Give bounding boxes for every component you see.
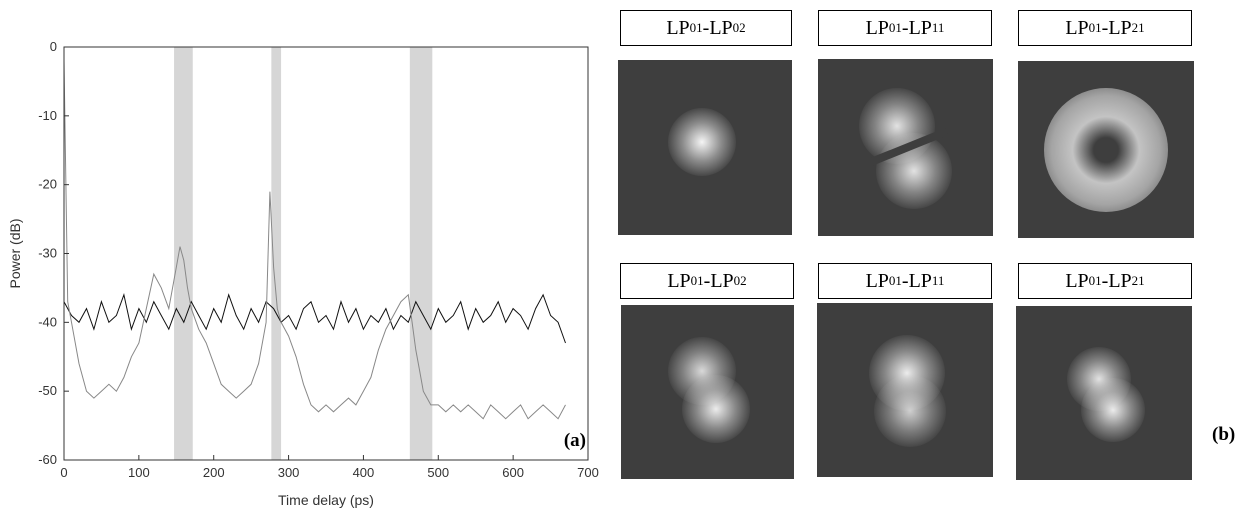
highlight-band-3: [409, 47, 433, 460]
mode-subscript: 02: [732, 20, 746, 35]
mode-text: LP: [667, 269, 691, 292]
mode-text: LP: [1065, 16, 1089, 39]
x-tick-label: 300: [278, 465, 300, 480]
mode-subscript: 01: [1088, 273, 1102, 288]
mode-subscript: 01: [690, 273, 704, 288]
y-tick-label: -20: [38, 177, 57, 192]
series-line-1: [63, 293, 566, 344]
y-tick-label: -50: [38, 383, 57, 398]
mode-subscript: 02: [733, 273, 747, 288]
mode-text: -LP: [901, 269, 932, 292]
x-tick-label: 600: [502, 465, 524, 480]
mode-intensity-image-bottom-lp02: [621, 305, 794, 479]
panel-b-label: (b): [1212, 424, 1236, 445]
y-tick-label: -30: [38, 246, 57, 261]
mode-spot: [667, 108, 736, 177]
axis-ticks: 0 100 200 300 400 500 600 700 0 -10 -20 -30 -40 -50 -6…: [38, 39, 599, 480]
mode-text: LP: [865, 269, 889, 292]
x-tick-label: 0: [60, 465, 67, 480]
mode-text: LP: [666, 16, 690, 39]
plot-frame: [63, 46, 589, 461]
mode-subscript: 21: [1131, 20, 1145, 35]
mode-text: -LP: [1101, 16, 1132, 39]
mode-label-top-lp02: LP 01 -LP 02: [620, 10, 792, 46]
mode-subscript: 01: [1088, 20, 1102, 35]
mode-subscript: 11: [931, 273, 945, 288]
y-tick-label: -10: [38, 108, 57, 123]
mode-subscript: 01: [888, 273, 902, 288]
mode-intensity-image-top-lp02: [618, 60, 792, 235]
mode-lobe: [874, 374, 947, 447]
x-tick-label: 100: [128, 465, 150, 480]
mode-intensity-image-bottom-lp21: [1016, 306, 1192, 480]
mode-lobe: [1080, 378, 1145, 443]
mode-text: -LP: [1101, 269, 1132, 292]
highlight-band-2: [271, 47, 282, 460]
mode-label-bottom-lp21: LP 01 -LP 21: [1018, 263, 1192, 299]
mode-text: LP: [865, 16, 889, 39]
y-tick-label: -40: [38, 314, 57, 329]
series-line-2: [63, 60, 566, 420]
mode-label-top-lp11: LP 01 -LP 11: [818, 10, 992, 46]
mode-subscript: 11: [931, 20, 945, 35]
x-tick-label: 700: [577, 465, 599, 480]
series-layer: [63, 60, 566, 420]
mode-subscript: 21: [1131, 273, 1145, 288]
mode-intensity-image-top-lp11: [818, 59, 993, 236]
mode-intensity-image-bottom-lp11: [817, 303, 993, 477]
highlight-bands: [174, 47, 433, 460]
highlight-band-1: [174, 47, 193, 460]
mode-text: -LP: [702, 16, 733, 39]
power-vs-delay-chart: 0 100 200 300 400 500 600 700 0 -10 -20 -30 -40 -50 -6…: [7, 39, 599, 508]
mode-ring: [1044, 87, 1168, 212]
mode-label-bottom-lp11: LP 01 -LP 11: [818, 263, 992, 299]
x-tick-label: 500: [427, 465, 449, 480]
x-tick-label: 400: [353, 465, 375, 480]
panel-a-label: (a): [564, 430, 586, 451]
mode-subscript: 01: [888, 20, 902, 35]
x-axis-label: Time delay (ps): [278, 492, 374, 508]
mode-text: -LP: [901, 16, 932, 39]
mode-intensity-image-top-lp21: [1018, 61, 1194, 238]
mode-label-bottom-lp02: LP 01 -LP 02: [620, 263, 794, 299]
y-tick-label: -60: [38, 452, 57, 467]
mode-subscript: 01: [689, 20, 703, 35]
x-tick-label: 200: [203, 465, 225, 480]
mode-text: LP: [1065, 269, 1089, 292]
mode-text: -LP: [703, 269, 734, 292]
mode-lobe: [682, 375, 751, 444]
y-tick-label: 0: [50, 39, 57, 54]
mode-label-top-lp21: LP 01 -LP 21: [1018, 10, 1192, 46]
y-axis-label: Power (dB): [7, 218, 23, 288]
